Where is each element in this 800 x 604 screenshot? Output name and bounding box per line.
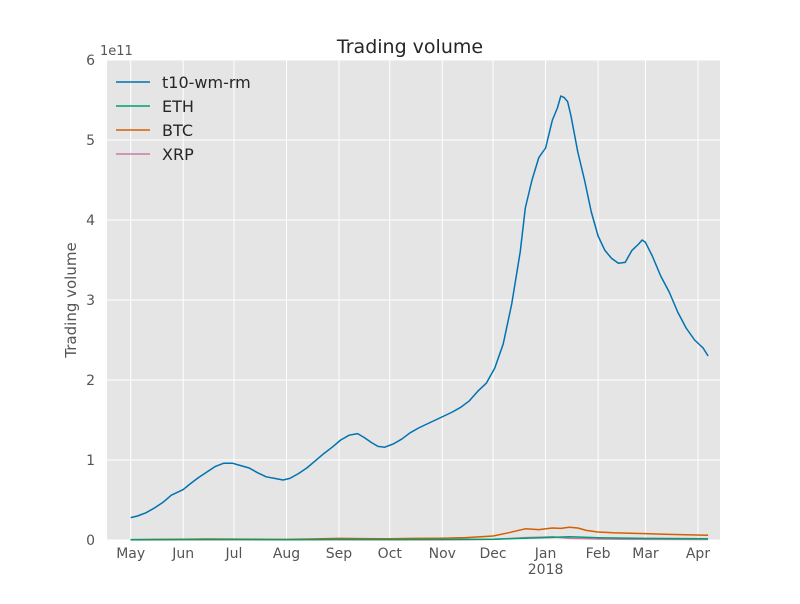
y-tick-label: 2 — [86, 373, 95, 389]
x-tick-label: Sep — [326, 546, 353, 562]
legend-label-xrp: XRP — [162, 145, 194, 164]
legend-label-btc: BTC — [162, 121, 193, 140]
y-tick-label: 4 — [86, 213, 95, 229]
x-tick-label: Jan — [534, 546, 557, 562]
y-tick-label: 6 — [86, 53, 95, 69]
x-tick-label: Oct — [378, 546, 403, 562]
x-tick-label: Aug — [273, 546, 300, 562]
y-offset-label: 1e11 — [100, 44, 133, 59]
legend-label-eth: ETH — [162, 97, 194, 116]
chart-title: Trading volume — [336, 36, 483, 58]
y-tick-label: 0 — [86, 533, 95, 549]
y-axis-label: Trading volume — [62, 242, 80, 358]
legend-label-t10-wm-rm: t10-wm-rm — [162, 73, 251, 92]
legend: t10-wm-rm ETH BTC XRP — [116, 73, 251, 164]
x-tick-label: Mar — [632, 546, 659, 562]
series-line-t10-wm-rm — [130, 95, 709, 519]
x-tick-label: Jun — [171, 546, 194, 562]
series-line-eth — [130, 536, 709, 541]
x-tick-label: Apr — [686, 546, 710, 562]
series-lines — [130, 95, 709, 541]
x-tick-label: May — [116, 546, 145, 562]
x-tick-label: Jul — [225, 546, 243, 562]
y-tick-label: 5 — [86, 133, 95, 149]
y-tick-labels: 0 1 2 3 4 5 6 — [86, 53, 95, 549]
x-tick-label: Nov — [429, 546, 456, 562]
x-tick-label: Dec — [480, 546, 507, 562]
y-tick-label: 1 — [86, 453, 95, 469]
y-tick-label: 3 — [86, 293, 95, 309]
x-tick-label: Feb — [586, 546, 611, 562]
grid-lines — [107, 59, 720, 541]
x-tick-sublabel: 2018 — [528, 562, 564, 578]
